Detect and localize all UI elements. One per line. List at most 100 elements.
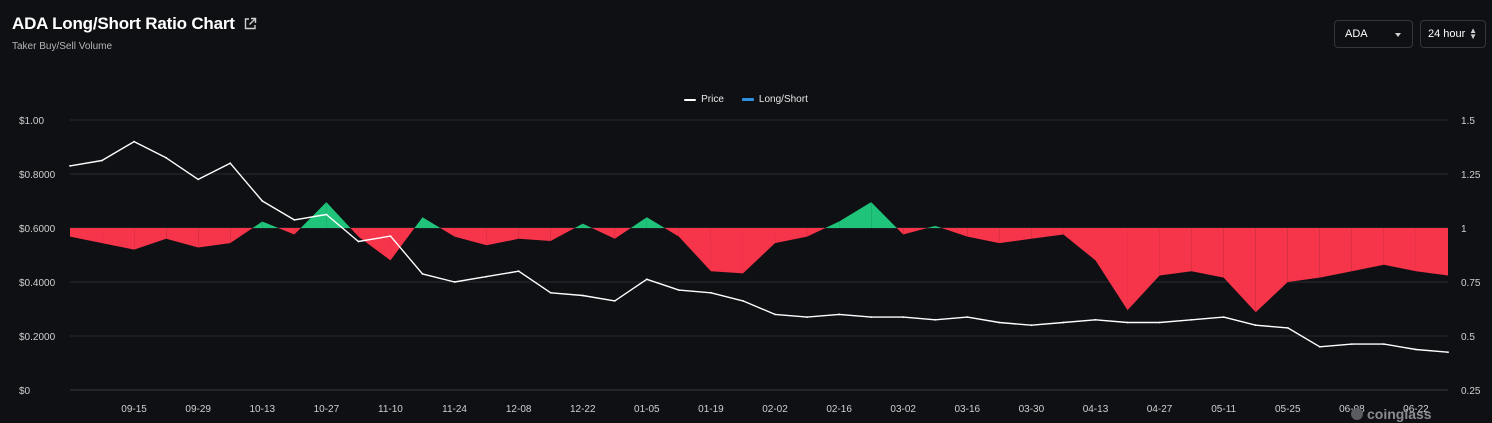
x-tick-label: 10-13 (249, 404, 275, 415)
short-area-segment (102, 228, 135, 250)
short-area-segment (486, 228, 519, 246)
price-point (165, 156, 168, 159)
short-area-segment (230, 228, 253, 244)
short-area-segment (166, 228, 199, 248)
short-area-segment (1383, 228, 1416, 272)
short-area-segment (710, 228, 743, 274)
short-area-segment (1159, 228, 1192, 276)
price-point (902, 316, 905, 318)
price-point (1126, 321, 1129, 324)
axes: $0 $0.2000 $0.4000 $0.6000 $0.8000 $1.00 0.25 0… (19, 116, 1481, 415)
legend-label-price: Price (701, 94, 724, 105)
y-right-tick-label: 1.5 (1461, 116, 1475, 127)
x-tick-label: 05-25 (1275, 404, 1301, 415)
short-area-segment (896, 228, 904, 235)
long-area-segment (414, 217, 423, 228)
long-area-segment (422, 217, 441, 228)
short-area-segment (807, 228, 826, 237)
price-point (133, 140, 135, 143)
short-area-segment (70, 228, 103, 244)
coinglass-logo-icon (1351, 408, 1363, 420)
legend-line-swatch (684, 98, 697, 101)
price-point (870, 316, 873, 318)
short-area-segment (390, 228, 415, 261)
price-point (838, 313, 841, 316)
long-area-segment (839, 202, 872, 228)
price-point (1254, 324, 1257, 327)
x-tick-label: 03-30 (1019, 404, 1045, 415)
price-point (69, 165, 71, 167)
price-point (261, 200, 264, 202)
short-area-segment (678, 228, 711, 272)
short-area-segment (1255, 228, 1288, 313)
price-point (1158, 321, 1161, 324)
short-area-segment (1063, 228, 1096, 261)
y-left-tick-label: $0 (19, 386, 31, 397)
long-area-segment (326, 202, 351, 228)
x-tick-label: 12-22 (570, 404, 596, 415)
legend-item-price[interactable]: Price (684, 94, 724, 105)
x-tick-label: 12-08 (506, 404, 532, 415)
x-tick-label: 01-05 (634, 404, 660, 415)
x-tick-label: 06-22 (1403, 404, 1429, 415)
short-area-segment (440, 228, 455, 237)
watermark: coinglass (1351, 406, 1432, 422)
price-line (69, 140, 1449, 353)
price-point (998, 321, 1001, 324)
price-point (517, 270, 520, 273)
external-link-icon[interactable] (243, 17, 257, 31)
price-point (1383, 343, 1385, 345)
long-area-segment (582, 223, 592, 228)
up-down-arrows-icon: ▲ ▼ (1469, 26, 1477, 41)
y-right-tick-label: 0.25 (1461, 386, 1481, 397)
x-tick-label: 01-19 (698, 404, 724, 415)
coin-select[interactable]: ADA (1334, 20, 1413, 48)
title-row: ADA Long/Short Ratio Chart (12, 14, 257, 34)
short-area-segment (134, 228, 167, 250)
price-point (1286, 327, 1289, 329)
y-left-tick-label: $0.6000 (19, 224, 56, 235)
y-left-tick-label: $1.00 (19, 116, 44, 127)
short-area-segment (1415, 228, 1448, 276)
short-area-segment (198, 228, 231, 248)
price-point (1190, 318, 1193, 321)
y-right-tick-label: 0.75 (1461, 278, 1481, 289)
long-area-segment (300, 202, 327, 228)
x-tick-label: 03-02 (890, 404, 916, 415)
short-area-segment (454, 228, 487, 246)
x-tick-label: 09-15 (121, 404, 147, 415)
short-area-segment (518, 228, 551, 241)
short-area-segment (358, 228, 391, 261)
long-area-segment (935, 225, 942, 228)
short-area-segment (1351, 228, 1384, 272)
price-point (1062, 321, 1065, 324)
legend-label-long-short: Long/Short (758, 94, 808, 105)
price-point (1447, 351, 1449, 354)
short-area-segment (775, 228, 808, 244)
legend-item-long-short[interactable]: Long/Short (741, 94, 808, 105)
y-right-tick-label: 0.5 (1461, 332, 1475, 343)
long-area-segment (927, 225, 936, 228)
short-area-segment (591, 228, 615, 239)
x-tick-label: 05-11 (1211, 404, 1236, 415)
price-point (710, 291, 712, 294)
y-left-tick-label: $0.8000 (19, 170, 56, 181)
x-tick-label: 09-29 (185, 404, 211, 415)
short-area-segment (614, 228, 631, 239)
price-point (453, 281, 456, 283)
price-point (645, 278, 648, 281)
price-point (197, 178, 200, 181)
long-area-segment (262, 221, 279, 228)
y-right-tick-label: 1.25 (1461, 170, 1481, 181)
page-title: ADA Long/Short Ratio Chart (12, 14, 235, 33)
x-tick-label: 06-08 (1339, 404, 1365, 415)
period-select[interactable]: 24 hour ▲ ▼ (1420, 20, 1486, 48)
short-area-segment (999, 228, 1032, 244)
short-area-segment (350, 228, 359, 237)
x-tick-label: 02-16 (826, 404, 852, 415)
long-area-segment (630, 217, 647, 228)
long-area-segment (871, 202, 897, 228)
short-area-segment (278, 228, 295, 235)
legend-bar-swatch (741, 98, 754, 101)
